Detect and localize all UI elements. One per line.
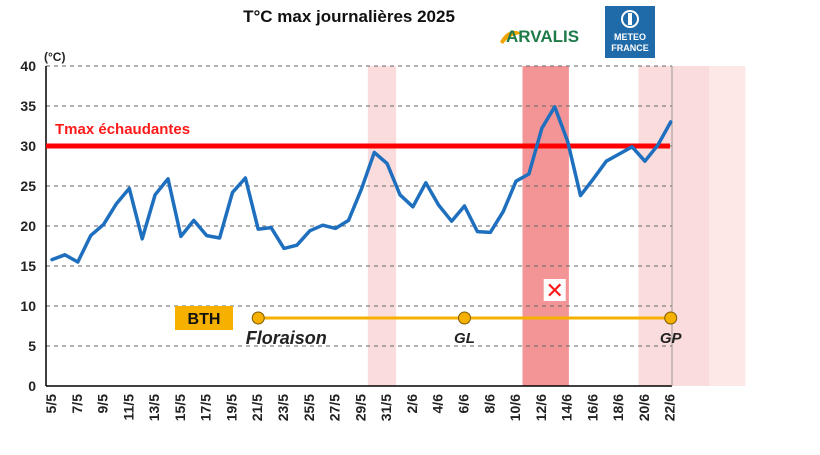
x-tick-8-6: 8/6 bbox=[481, 394, 497, 414]
arvalis-leaf-icon bbox=[500, 30, 522, 44]
meteo-france-logo: METEO FRANCE bbox=[605, 6, 655, 58]
cross-marker-box bbox=[543, 279, 566, 301]
x-tick-25-5: 25/5 bbox=[301, 394, 317, 421]
stage-label-gl: GL bbox=[454, 330, 475, 347]
y-tick-25: 25 bbox=[20, 178, 36, 194]
x-tick-31-5: 31/5 bbox=[378, 394, 394, 421]
stage-bar-group: BTH Floraison GL GP ✕ bbox=[175, 279, 683, 348]
x-tick-29-5: 29/5 bbox=[352, 394, 368, 421]
x-tick-12-6: 12/6 bbox=[533, 394, 549, 421]
arvalis-logo-text: ARVALIS bbox=[506, 27, 579, 46]
y-tick-0: 0 bbox=[28, 378, 36, 394]
y-axis-unit: (°C) bbox=[44, 50, 65, 64]
crop-label-box bbox=[175, 306, 233, 330]
meteo-france-emblem-bar bbox=[628, 13, 632, 25]
series-group bbox=[50, 105, 673, 264]
y-tick-15: 15 bbox=[20, 258, 36, 274]
x-tick-18-6: 18/6 bbox=[610, 394, 626, 421]
meteo-france-line1: METEO bbox=[614, 32, 646, 42]
arvalis-logo: ARVALIS bbox=[500, 27, 579, 46]
highlight-band-extension bbox=[709, 66, 746, 386]
y-tick-40: 40 bbox=[20, 58, 36, 74]
y-tick-30: 30 bbox=[20, 138, 36, 154]
meteo-france-emblem-icon bbox=[621, 10, 639, 28]
x-tick-4-6: 4/6 bbox=[430, 394, 446, 414]
x-tick-22-6: 22/6 bbox=[662, 394, 678, 421]
x-tick-11-5: 11/5 bbox=[120, 394, 136, 421]
x-tick-10-6: 10/6 bbox=[507, 394, 523, 421]
stage-marker-gp bbox=[664, 311, 678, 325]
highlight-band-2 bbox=[638, 66, 710, 386]
x-tick-14-6: 14/6 bbox=[559, 394, 575, 421]
x-tick-labels: 5/5 7/5 9/5 11/5 13/5 15/5 17/5 19/5 21/5 23/5 25/… bbox=[43, 394, 678, 421]
x-tick-15-5: 15/5 bbox=[172, 394, 188, 421]
x-tick-21-5: 21/5 bbox=[249, 394, 265, 421]
x-tick-19-5: 19/5 bbox=[223, 394, 239, 421]
cross-marker-icon: ✕ bbox=[545, 279, 563, 304]
y-tick-10: 10 bbox=[20, 298, 36, 314]
x-tick-9-5: 9/5 bbox=[95, 394, 111, 414]
x-tick-13-5: 13/5 bbox=[146, 394, 162, 421]
stage-marker-gl bbox=[457, 311, 471, 325]
stage-label-gp: GP bbox=[660, 330, 683, 347]
x-tick-2-6: 2/6 bbox=[404, 394, 420, 414]
axes bbox=[45, 66, 673, 387]
series-line-tmax bbox=[50, 105, 673, 264]
crop-label: BTH bbox=[188, 311, 221, 328]
x-tick-27-5: 27/5 bbox=[327, 394, 343, 421]
y-tick-5: 5 bbox=[28, 338, 36, 354]
meteo-france-line2: FRANCE bbox=[611, 43, 649, 53]
y-tick-35: 35 bbox=[20, 98, 36, 114]
stage-marker-floraison bbox=[251, 311, 265, 325]
x-tick-23-5: 23/5 bbox=[275, 394, 291, 421]
threshold-group: Tmax échaudantes bbox=[46, 121, 670, 149]
gridlines bbox=[46, 65, 672, 347]
y-tick-20: 20 bbox=[20, 218, 36, 234]
chart-title: T°C max journalières 2025 bbox=[243, 7, 455, 26]
x-tick-6-6: 6/6 bbox=[455, 394, 471, 414]
x-tick-20-6: 20/6 bbox=[636, 394, 652, 421]
threshold-label: Tmax échaudantes bbox=[55, 121, 190, 138]
y-tick-labels: 0 5 10 15 20 25 30 35 40 bbox=[20, 58, 36, 394]
x-tick-17-5: 17/5 bbox=[198, 394, 214, 421]
x-tick-7-5: 7/5 bbox=[69, 394, 85, 414]
stage-label-floraison: Floraison bbox=[246, 328, 327, 348]
x-tick-16-6: 16/6 bbox=[584, 394, 600, 421]
x-tick-5-5: 5/5 bbox=[43, 394, 59, 414]
